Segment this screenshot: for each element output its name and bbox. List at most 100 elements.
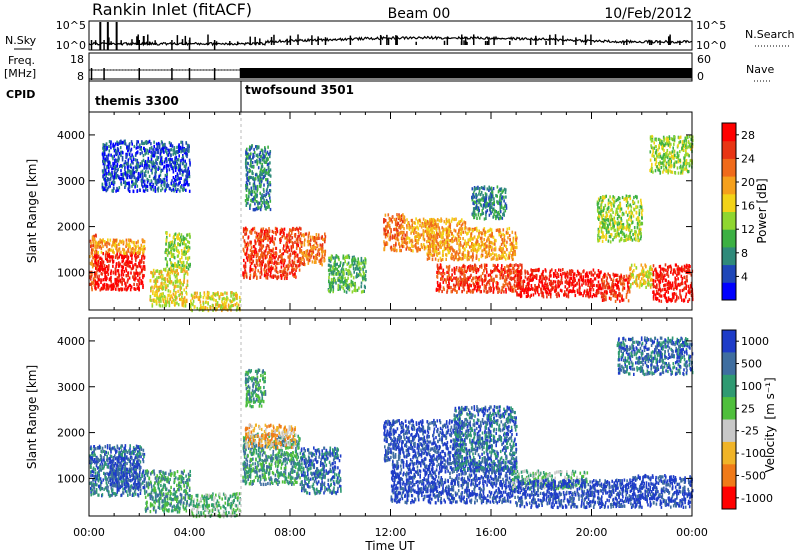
scatter-cell <box>111 258 114 262</box>
scatter-cell <box>598 284 601 288</box>
scatter-cell <box>356 272 358 276</box>
scatter-cell <box>571 282 574 286</box>
scatter-cell <box>445 233 448 237</box>
scatter-cell <box>290 263 292 267</box>
scatter-cell <box>442 250 444 254</box>
scatter-cell <box>92 238 95 242</box>
scatter-cell <box>429 252 431 256</box>
scatter-cell <box>590 281 592 285</box>
scatter-cell <box>447 220 449 224</box>
scatter-cell <box>581 283 583 287</box>
scatter-cell <box>495 274 497 278</box>
scatter-cell <box>689 264 691 269</box>
scatter-cell <box>501 286 503 290</box>
scatter-cell <box>192 299 195 303</box>
scatter-cell <box>603 293 605 297</box>
scatter-cell <box>667 299 669 303</box>
scatter-cell <box>554 280 557 284</box>
scatter-cell <box>493 269 495 273</box>
scatter-cell <box>411 238 413 242</box>
scatter-cell <box>267 250 269 255</box>
scatter-cell <box>263 169 265 173</box>
scatter-cell <box>232 293 234 297</box>
scatter-cell <box>285 247 288 251</box>
scatter-cell <box>167 269 169 273</box>
scatter-cell <box>333 278 336 283</box>
scatter-cell <box>169 251 171 255</box>
scatter-cell <box>246 182 249 186</box>
scatter-cell <box>332 265 334 269</box>
scatter-cell <box>476 267 478 271</box>
scatter-cell <box>305 255 308 259</box>
frequency-frame <box>88 52 693 82</box>
scatter-cell <box>434 257 437 261</box>
scatter-cell <box>258 236 261 240</box>
scatter-cell <box>449 285 452 289</box>
scatter-cell <box>472 236 475 240</box>
scatter-cell <box>484 255 487 259</box>
scatter-cell <box>100 266 102 270</box>
scatter-cell <box>687 284 690 288</box>
scatter-cell <box>512 246 515 250</box>
scatter-cell <box>616 297 619 301</box>
scatter-cell <box>463 220 465 224</box>
scatter-cell <box>502 267 505 272</box>
noise-frame <box>88 20 693 51</box>
scatter-cell <box>167 289 170 293</box>
scatter-cell <box>175 274 178 278</box>
scatter-cell <box>542 269 544 274</box>
scatter-cell <box>475 280 477 284</box>
scatter-cell <box>91 273 93 277</box>
scatter-cell <box>248 188 250 192</box>
scatter-cell <box>294 251 296 255</box>
scatter-cell <box>466 290 468 294</box>
scatter-cell <box>242 229 245 234</box>
scatter-cell <box>622 277 625 281</box>
scatter-cell <box>110 255 112 259</box>
scatter-cell <box>105 241 108 245</box>
scatter-cell <box>256 276 258 280</box>
scatter-cell <box>644 263 646 267</box>
scatter-cell <box>464 224 466 228</box>
scatter-cell <box>254 251 256 255</box>
scatter-cell <box>442 236 444 240</box>
scatter-cell <box>477 281 479 286</box>
scatter-cell <box>649 285 652 289</box>
scatter-cell <box>402 217 405 221</box>
scatter-cell <box>453 228 455 232</box>
scatter-cell <box>130 267 133 271</box>
scatter-cell <box>249 155 251 159</box>
scatter-cell <box>467 286 470 290</box>
scatter-cell <box>485 285 487 289</box>
scatter-cell <box>118 275 120 279</box>
scatter-cell <box>216 307 218 311</box>
scatter-cell <box>274 268 277 272</box>
scatter-cell <box>651 278 654 282</box>
scatter-cell <box>491 278 494 282</box>
scatter-cell <box>321 247 323 251</box>
scatter-cell <box>184 252 186 257</box>
scatter-cell <box>166 232 168 236</box>
scatter-cell <box>330 258 333 262</box>
scatter-cell <box>185 256 187 260</box>
scatter-cell <box>492 242 494 246</box>
scatter-cell <box>266 243 268 248</box>
scatter-cell <box>250 252 252 257</box>
scatter-cell <box>152 268 155 272</box>
scatter-cell <box>265 201 268 205</box>
scatter-cell <box>95 266 97 270</box>
scatter-cell <box>526 294 529 298</box>
scatter-cell <box>265 171 267 175</box>
scatter-cell <box>133 240 135 245</box>
scatter-cell <box>467 265 470 269</box>
scatter-cell <box>657 291 659 295</box>
scatter-cell <box>583 289 586 293</box>
scatter-cell <box>95 261 98 265</box>
scatter-cell <box>130 271 132 275</box>
scatter-cell <box>121 281 123 286</box>
scatter-cell <box>318 259 321 263</box>
scatter-cell <box>127 243 129 247</box>
scatter-cell <box>616 294 619 298</box>
scatter-cell <box>247 235 250 239</box>
scatter-cell <box>182 283 184 287</box>
